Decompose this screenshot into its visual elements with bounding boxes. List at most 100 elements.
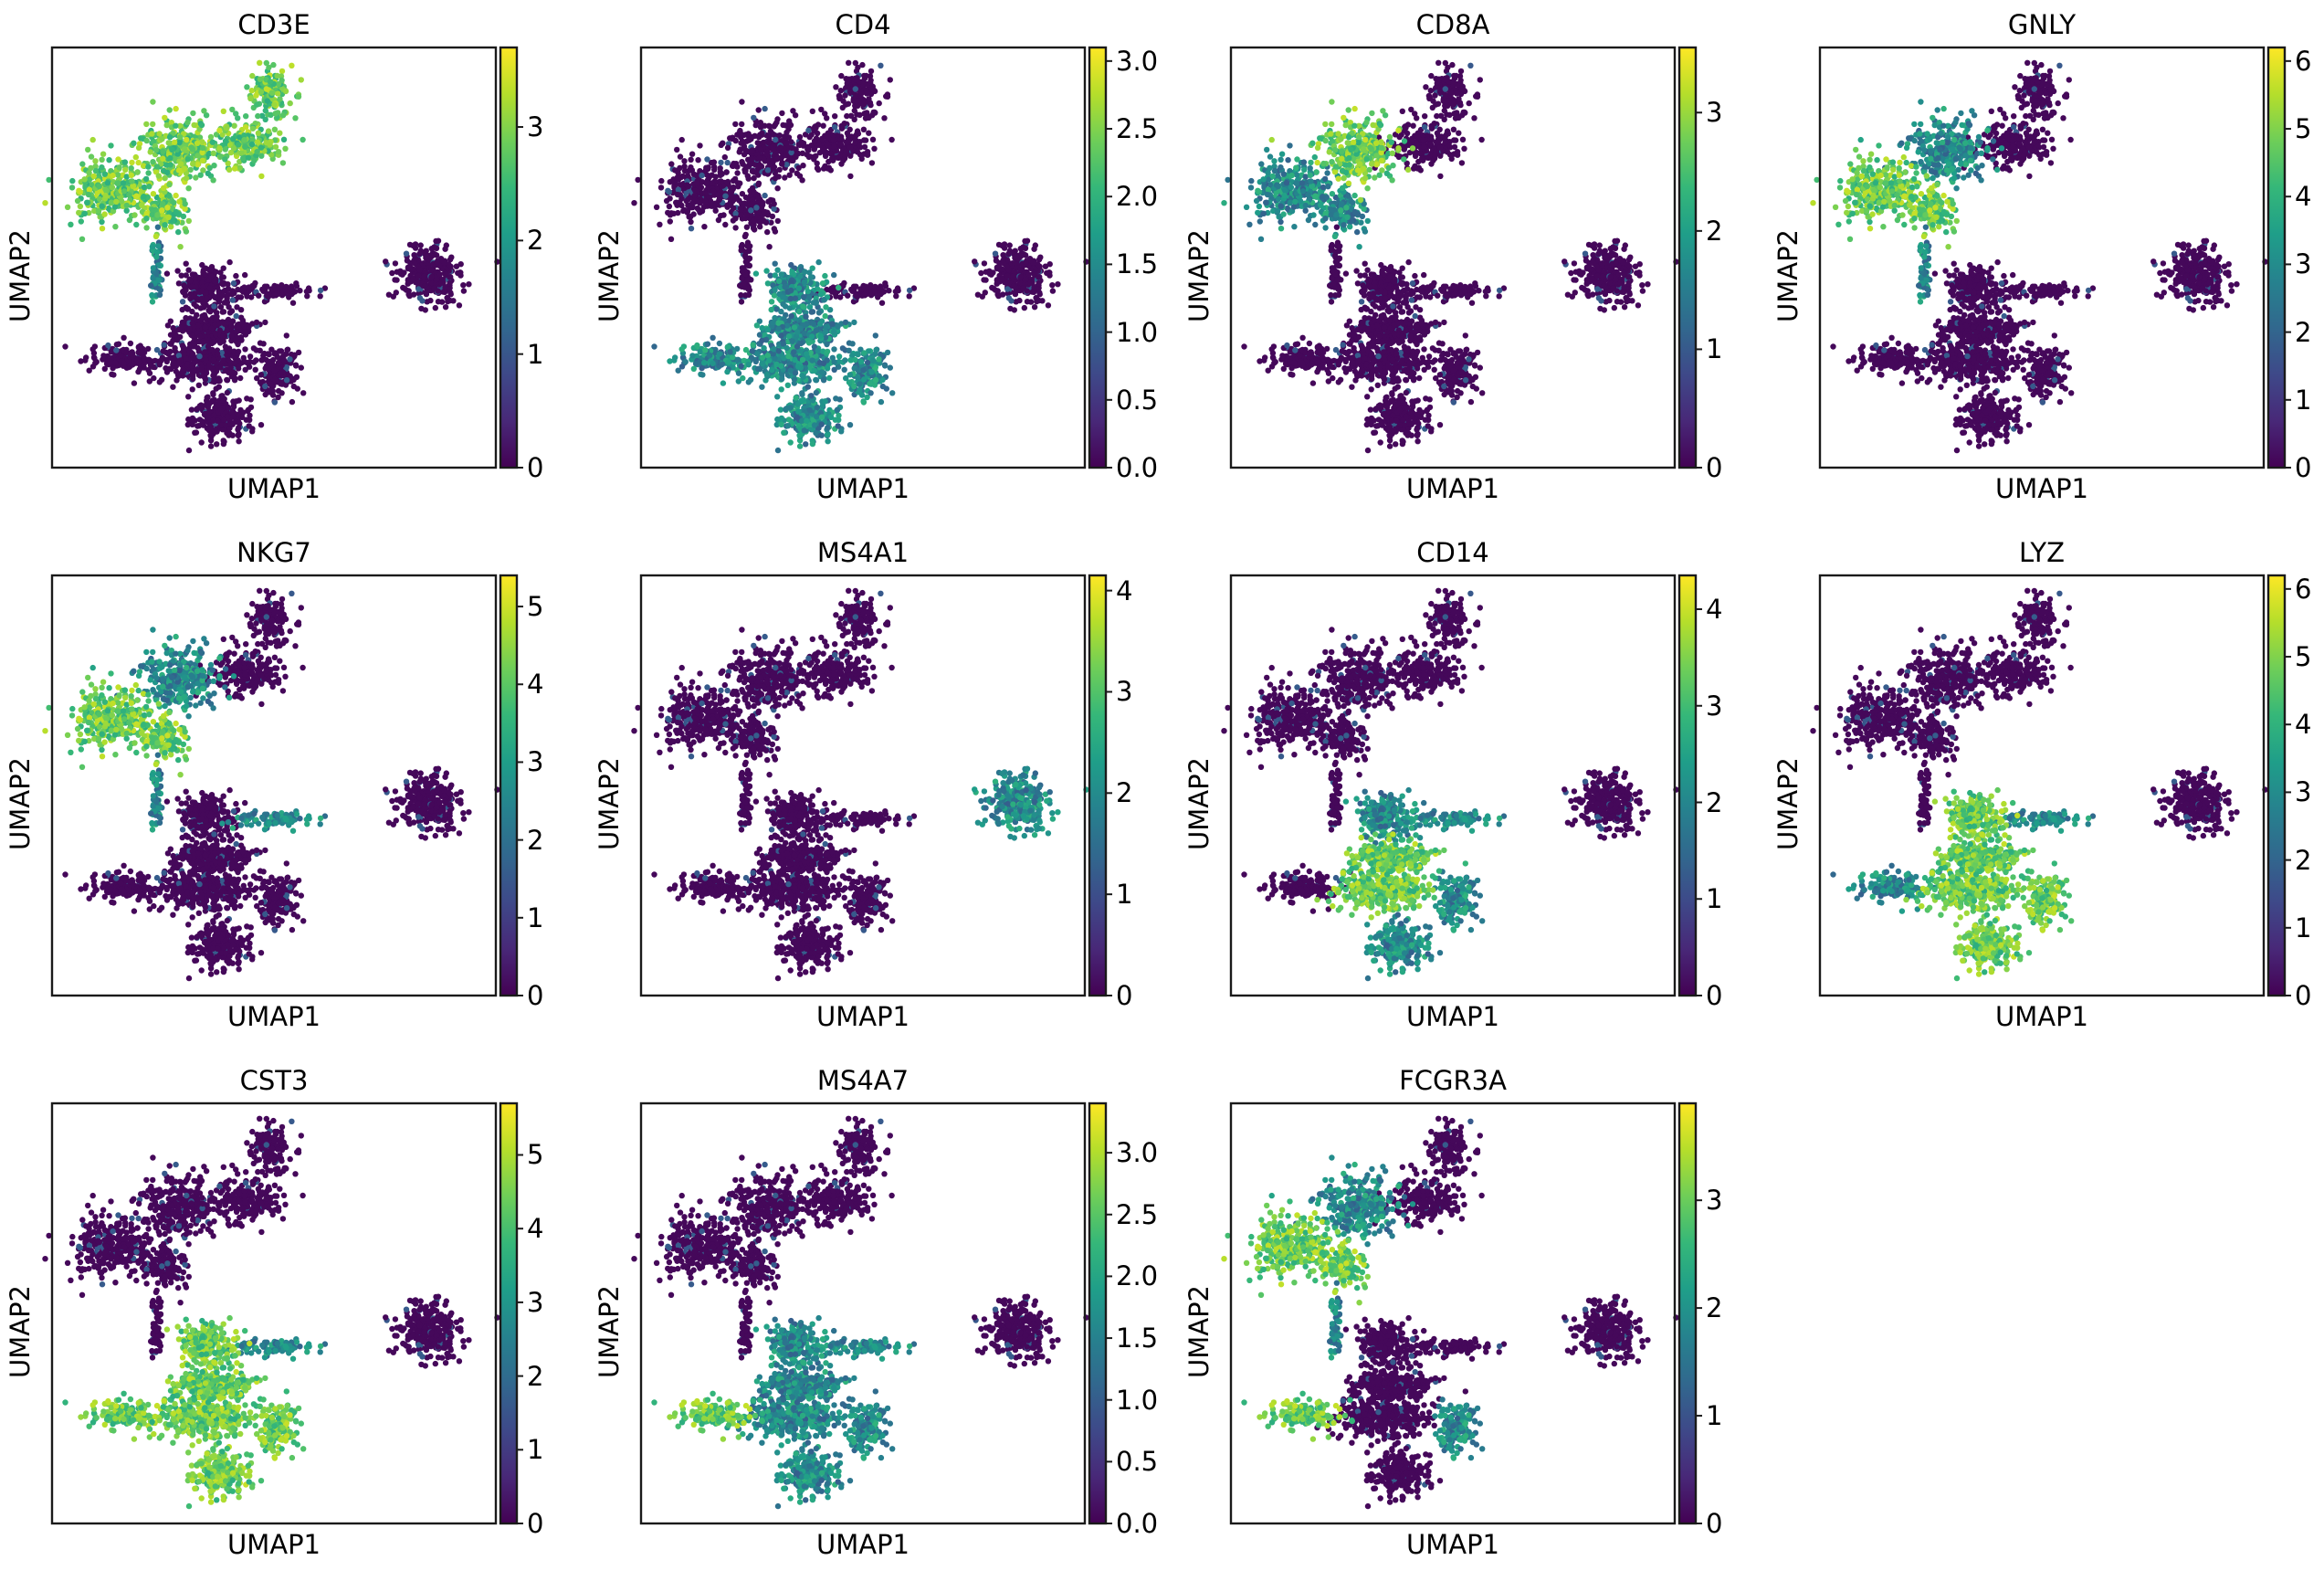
cell-point xyxy=(99,157,104,163)
cell-point xyxy=(206,401,212,406)
cell-point xyxy=(777,167,783,173)
cell-point xyxy=(226,291,231,297)
cell-point xyxy=(148,149,153,154)
cell-point xyxy=(269,359,275,364)
cell-point xyxy=(443,284,448,290)
cell-point xyxy=(982,260,987,266)
cell-point xyxy=(439,258,445,263)
cell-point xyxy=(99,164,104,170)
cell-point xyxy=(86,170,91,175)
cell-point xyxy=(809,309,815,314)
cell-point xyxy=(439,299,445,304)
cell-point xyxy=(734,163,740,169)
cell-point xyxy=(230,136,236,142)
cell-point xyxy=(219,274,225,279)
cell-point xyxy=(763,268,769,273)
cell-point xyxy=(225,390,230,395)
cell-point xyxy=(173,193,178,198)
cell-point xyxy=(171,200,176,206)
cell-point xyxy=(258,422,264,427)
cell-point xyxy=(246,154,251,160)
cell-point xyxy=(151,375,156,381)
cell-point xyxy=(242,359,247,364)
cell-point xyxy=(211,357,216,363)
cell-point xyxy=(1050,288,1056,293)
cell-point xyxy=(264,86,269,91)
cell-point xyxy=(162,115,167,121)
cell-point xyxy=(705,164,710,170)
cell-point xyxy=(225,377,230,383)
cell-point xyxy=(720,212,726,217)
cell-point xyxy=(1044,270,1049,276)
cell-point xyxy=(406,264,412,269)
cell-point xyxy=(748,136,753,142)
cell-point xyxy=(822,273,827,279)
cell-point xyxy=(212,374,217,379)
cell-point xyxy=(306,285,311,290)
cell-point xyxy=(675,170,680,175)
cell-point xyxy=(277,131,282,136)
cell-point xyxy=(221,441,226,447)
cell-point xyxy=(170,338,175,343)
cell-point xyxy=(241,137,247,142)
cell-point xyxy=(183,287,188,292)
cell-point xyxy=(268,387,273,393)
cell-point xyxy=(318,293,323,299)
cell-point xyxy=(214,441,219,447)
cell-point xyxy=(110,173,115,178)
cell-point xyxy=(157,362,163,367)
cell-point xyxy=(247,364,252,370)
cell-point xyxy=(838,73,844,79)
cell-point xyxy=(184,156,190,162)
cell-point xyxy=(121,188,127,194)
cell-point xyxy=(210,140,216,145)
cell-point xyxy=(208,134,214,140)
cell-point xyxy=(279,78,284,83)
cell-point xyxy=(180,307,185,312)
cell-point xyxy=(258,153,264,159)
cell-point xyxy=(251,158,257,163)
cell-point xyxy=(238,288,244,293)
cell-point xyxy=(749,149,754,154)
cell-point xyxy=(222,321,227,326)
cell-point xyxy=(141,194,146,199)
cell-point xyxy=(229,107,235,112)
cell-point xyxy=(755,193,761,198)
cell-point xyxy=(1028,299,1034,304)
cell-point xyxy=(1011,283,1016,289)
cell-point xyxy=(206,364,212,369)
cell-point xyxy=(654,205,659,210)
cell-point xyxy=(764,229,770,235)
cell-point xyxy=(688,219,693,225)
cell-point xyxy=(199,288,205,293)
cell-point xyxy=(263,108,268,113)
cell-point xyxy=(978,270,983,276)
cell-point xyxy=(184,120,190,125)
cell-point xyxy=(150,244,155,249)
cell-point xyxy=(263,357,268,363)
cell-point xyxy=(184,175,189,181)
cell-point xyxy=(164,122,170,128)
cell-point xyxy=(172,345,177,351)
cell-point xyxy=(177,357,183,363)
cell-point xyxy=(710,335,715,341)
cell-point xyxy=(121,361,126,366)
cell-point xyxy=(260,341,266,346)
cell-point xyxy=(783,141,789,146)
cell-point xyxy=(173,123,178,129)
cell-point xyxy=(805,289,811,294)
cell-point xyxy=(861,292,867,298)
cell-point xyxy=(782,174,787,180)
cell-point xyxy=(836,285,841,290)
cell-point xyxy=(819,136,825,142)
cell-point xyxy=(1018,274,1024,279)
cell-point xyxy=(679,137,685,142)
cell-point xyxy=(817,321,823,326)
cell-point xyxy=(103,188,109,194)
cell-point xyxy=(893,293,899,299)
cell-point xyxy=(686,184,691,189)
cell-point xyxy=(231,145,237,151)
cell-point xyxy=(157,292,163,298)
cell-point xyxy=(275,90,280,96)
cell-point xyxy=(91,174,97,179)
